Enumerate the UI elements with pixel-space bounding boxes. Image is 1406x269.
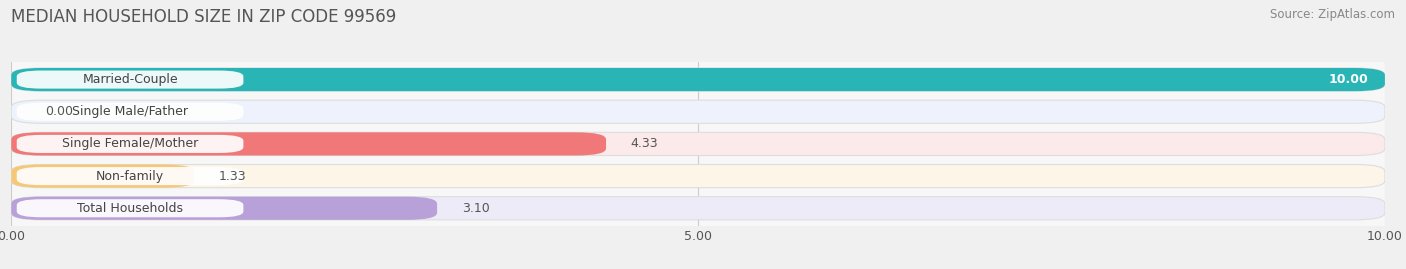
Text: 3.10: 3.10 [461, 202, 489, 215]
Text: 4.33: 4.33 [631, 137, 658, 150]
FancyBboxPatch shape [11, 68, 1385, 91]
FancyBboxPatch shape [17, 103, 243, 121]
Text: Single Female/Mother: Single Female/Mother [62, 137, 198, 150]
FancyBboxPatch shape [17, 167, 243, 185]
Text: Total Households: Total Households [77, 202, 183, 215]
Text: Single Male/Father: Single Male/Father [72, 105, 188, 118]
FancyBboxPatch shape [17, 70, 243, 89]
Text: Source: ZipAtlas.com: Source: ZipAtlas.com [1270, 8, 1395, 21]
FancyBboxPatch shape [11, 68, 1385, 91]
Text: 10.00: 10.00 [1329, 73, 1368, 86]
Text: Married-Couple: Married-Couple [83, 73, 179, 86]
FancyBboxPatch shape [17, 135, 243, 153]
Text: Non-family: Non-family [96, 169, 165, 183]
FancyBboxPatch shape [11, 165, 1385, 188]
Text: 0.00: 0.00 [45, 105, 73, 118]
FancyBboxPatch shape [11, 197, 1385, 220]
FancyBboxPatch shape [11, 100, 1385, 123]
FancyBboxPatch shape [17, 199, 243, 217]
FancyBboxPatch shape [11, 132, 606, 155]
FancyBboxPatch shape [11, 165, 194, 188]
FancyBboxPatch shape [11, 197, 437, 220]
Text: 1.33: 1.33 [219, 169, 246, 183]
Text: MEDIAN HOUSEHOLD SIZE IN ZIP CODE 99569: MEDIAN HOUSEHOLD SIZE IN ZIP CODE 99569 [11, 8, 396, 26]
FancyBboxPatch shape [11, 132, 1385, 155]
